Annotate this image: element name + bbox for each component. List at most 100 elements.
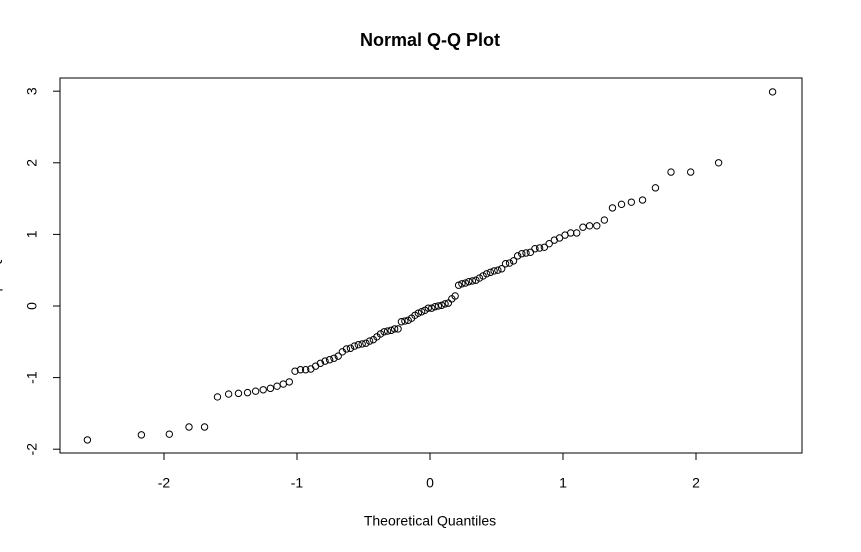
point	[291, 367, 299, 375]
point	[213, 393, 222, 401]
point	[451, 292, 459, 300]
point	[431, 303, 439, 311]
point	[165, 430, 174, 438]
point	[266, 384, 275, 393]
point	[346, 344, 355, 352]
point	[651, 184, 660, 192]
point	[358, 340, 366, 348]
point	[667, 168, 675, 176]
point	[424, 304, 432, 312]
point	[279, 380, 288, 388]
point	[397, 318, 406, 326]
point	[526, 248, 535, 256]
y-tick-label: -1	[24, 371, 40, 384]
point	[585, 222, 594, 230]
point	[321, 357, 329, 365]
point	[458, 280, 466, 288]
point	[330, 354, 338, 362]
point	[273, 382, 281, 390]
point	[509, 257, 518, 265]
point	[617, 200, 626, 209]
point	[243, 388, 252, 397]
point	[259, 386, 267, 394]
point	[285, 378, 293, 386]
point	[567, 229, 575, 237]
y-axis-label: Sample Quantiles	[0, 210, 3, 321]
x-tick-label: 2	[692, 475, 700, 491]
y-tick-label: 1	[24, 230, 40, 238]
point	[137, 431, 146, 439]
point	[234, 389, 243, 398]
point	[490, 267, 498, 275]
point	[438, 301, 446, 309]
point	[513, 252, 522, 260]
point	[472, 276, 480, 284]
point	[390, 325, 399, 333]
y-tick-label: 3	[24, 87, 40, 95]
point	[380, 328, 388, 336]
point	[593, 222, 601, 230]
point	[522, 249, 530, 257]
point	[608, 204, 617, 212]
point	[479, 272, 487, 280]
point	[325, 355, 334, 364]
y-tick-label: 0	[24, 302, 40, 310]
point	[301, 366, 310, 374]
y-tick-label: -2	[24, 443, 40, 456]
point	[383, 327, 392, 335]
point	[545, 239, 553, 248]
point	[518, 250, 526, 258]
x-tick-label: -2	[158, 475, 171, 491]
point	[686, 168, 695, 176]
point	[494, 266, 502, 274]
point	[579, 223, 587, 231]
point	[354, 340, 363, 349]
point	[482, 270, 491, 278]
point	[497, 265, 506, 273]
point	[414, 309, 422, 317]
point	[441, 300, 449, 308]
point	[185, 423, 193, 431]
point	[600, 216, 609, 224]
point	[475, 274, 484, 282]
plot-frame	[59, 77, 803, 454]
point	[200, 423, 209, 431]
x-axis-label: Theoretical Quantiles	[364, 513, 496, 529]
point	[638, 196, 647, 204]
x-tick-label: 1	[559, 475, 567, 491]
x-tick-label: 0	[426, 475, 434, 491]
point	[531, 245, 539, 253]
point	[454, 281, 463, 289]
point	[428, 304, 436, 312]
point	[362, 339, 370, 347]
chart-title: Normal Q-Q Plot	[360, 30, 500, 50]
point	[296, 366, 305, 374]
point	[714, 159, 723, 167]
point	[501, 260, 510, 268]
point	[486, 268, 495, 277]
point	[387, 326, 395, 335]
point	[468, 277, 477, 285]
point	[461, 279, 470, 287]
point	[535, 244, 544, 252]
point	[224, 390, 233, 398]
point	[434, 302, 443, 310]
point	[365, 337, 374, 345]
point	[83, 436, 92, 444]
x-tick-label: -1	[291, 475, 304, 491]
point	[251, 387, 260, 395]
point	[505, 259, 514, 267]
point	[376, 330, 385, 338]
point	[350, 342, 359, 350]
point	[342, 345, 351, 353]
point	[465, 277, 473, 286]
point	[627, 198, 636, 206]
y-tick-label: 2	[24, 159, 40, 167]
point	[394, 325, 402, 333]
point	[417, 308, 426, 316]
point	[540, 243, 549, 251]
point	[334, 352, 342, 360]
point	[768, 88, 777, 96]
